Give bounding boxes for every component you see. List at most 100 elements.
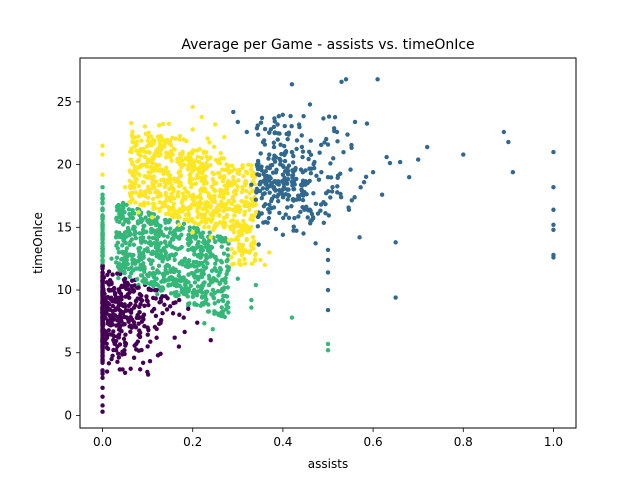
data-point — [213, 122, 218, 127]
data-point — [307, 166, 312, 171]
data-point — [120, 222, 126, 227]
data-point — [150, 266, 156, 271]
data-point — [116, 355, 122, 360]
data-point — [313, 201, 319, 206]
data-point — [415, 157, 421, 162]
data-point — [329, 189, 335, 194]
data-point — [135, 206, 140, 212]
data-point — [190, 234, 195, 239]
data-point — [221, 215, 227, 221]
data-point — [141, 149, 146, 154]
data-point — [131, 211, 137, 216]
data-point — [195, 173, 200, 178]
data-point — [292, 167, 298, 173]
data-point — [172, 335, 177, 340]
data-point — [127, 274, 132, 280]
data-point — [203, 188, 208, 193]
data-point — [375, 77, 380, 82]
y-tick-label: 5 — [64, 346, 72, 360]
data-point — [379, 192, 385, 197]
points-layer — [100, 77, 556, 414]
data-point — [146, 235, 152, 240]
data-point — [133, 236, 139, 241]
data-point — [384, 154, 389, 160]
data-point — [222, 225, 227, 230]
data-point — [119, 301, 124, 307]
data-point — [332, 115, 338, 120]
data-point — [177, 133, 183, 139]
data-point — [153, 313, 159, 319]
data-point — [222, 183, 228, 188]
data-point — [364, 121, 370, 126]
data-point — [114, 243, 119, 248]
data-point — [240, 165, 245, 171]
data-point — [194, 264, 199, 269]
data-point — [144, 229, 149, 235]
data-point — [137, 164, 142, 169]
data-point — [208, 235, 213, 240]
data-point — [306, 149, 312, 154]
data-point — [275, 137, 280, 142]
data-point — [223, 167, 228, 173]
data-point — [406, 174, 412, 180]
data-point — [229, 163, 235, 168]
data-point — [190, 127, 195, 132]
data-point — [335, 190, 340, 195]
data-point — [241, 174, 246, 179]
data-point — [209, 268, 215, 273]
data-point — [197, 260, 202, 266]
data-point — [315, 211, 321, 216]
data-point — [219, 305, 224, 310]
data-point — [127, 200, 132, 205]
data-point — [100, 274, 105, 279]
data-point — [282, 175, 287, 181]
data-point — [129, 120, 134, 126]
data-point — [164, 180, 169, 186]
data-point — [132, 323, 137, 328]
data-point — [100, 215, 105, 220]
data-point — [290, 160, 296, 165]
data-point — [114, 215, 119, 220]
data-point — [288, 113, 293, 119]
data-point — [130, 226, 136, 231]
data-point — [166, 220, 171, 225]
data-point — [222, 220, 227, 225]
data-point — [145, 248, 150, 254]
data-point — [150, 196, 156, 202]
data-point — [128, 314, 133, 320]
data-point — [220, 178, 226, 184]
data-point — [168, 149, 174, 154]
data-point — [162, 184, 168, 189]
data-point — [202, 224, 207, 230]
data-point — [199, 186, 205, 191]
data-point — [249, 215, 254, 220]
data-point — [194, 302, 200, 308]
data-point — [171, 211, 176, 217]
data-point — [461, 152, 466, 157]
data-point — [142, 303, 147, 309]
data-point — [155, 194, 160, 199]
data-point — [121, 336, 127, 342]
data-point — [160, 286, 166, 291]
data-point — [248, 225, 253, 231]
data-point — [157, 137, 162, 142]
data-point — [210, 228, 216, 233]
data-point — [299, 133, 304, 138]
data-point — [127, 191, 133, 196]
data-point — [303, 182, 308, 187]
data-point — [128, 329, 133, 334]
data-point — [199, 294, 205, 299]
data-point — [551, 255, 556, 260]
data-point — [209, 292, 214, 297]
data-point — [258, 120, 264, 125]
data-point — [150, 137, 156, 143]
data-point — [100, 385, 105, 391]
data-point — [186, 242, 191, 248]
data-point — [100, 264, 105, 269]
data-point — [231, 250, 237, 256]
data-point — [239, 232, 244, 237]
data-point — [177, 261, 182, 266]
data-point — [146, 287, 152, 292]
data-point — [300, 197, 306, 203]
data-point — [255, 172, 260, 177]
